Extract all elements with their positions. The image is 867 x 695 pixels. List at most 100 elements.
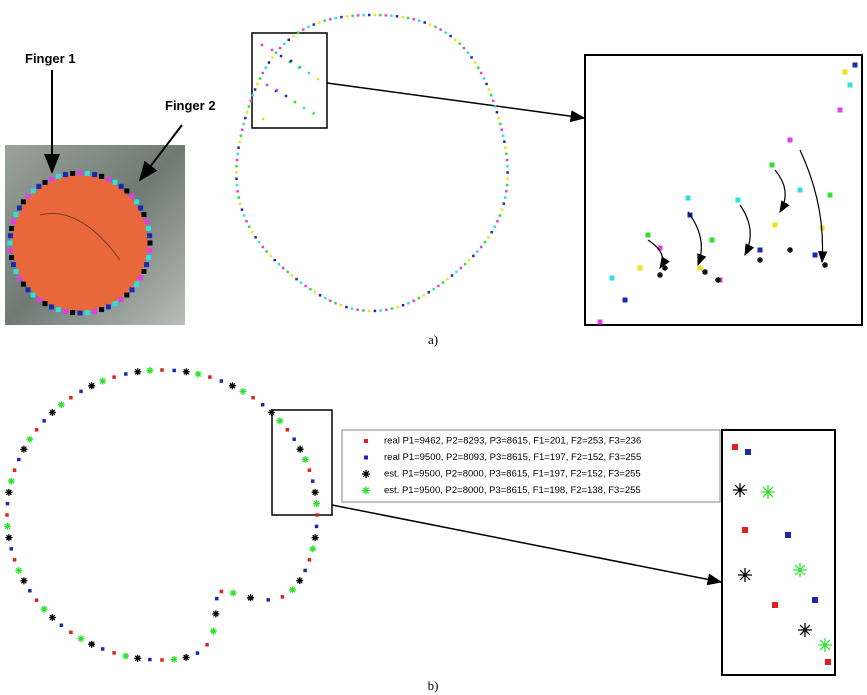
contour-point bbox=[146, 226, 151, 231]
contour-point bbox=[36, 184, 41, 189]
contour-point bbox=[451, 274, 454, 277]
contour-point bbox=[787, 247, 793, 253]
contour-point bbox=[262, 246, 265, 249]
contour-point bbox=[271, 56, 274, 59]
contour-point bbox=[43, 180, 48, 185]
contour-point bbox=[315, 513, 319, 517]
contour-point bbox=[446, 278, 449, 281]
contour-point bbox=[736, 198, 741, 203]
contour-point bbox=[5, 513, 9, 517]
contour-point bbox=[732, 444, 738, 450]
contour-point bbox=[148, 658, 152, 662]
contour-point bbox=[499, 214, 502, 217]
contour-point bbox=[265, 66, 268, 69]
contour-point bbox=[302, 28, 305, 31]
contour-point bbox=[442, 281, 445, 284]
contour-point bbox=[25, 287, 30, 292]
contour-point bbox=[244, 117, 247, 120]
contour-point bbox=[506, 159, 509, 162]
contour-point bbox=[41, 606, 48, 613]
contour-point bbox=[113, 301, 118, 306]
contour-point bbox=[340, 304, 343, 307]
contour-point bbox=[220, 590, 224, 594]
contour-point bbox=[313, 112, 316, 115]
contour-point bbox=[364, 439, 368, 443]
contour-point bbox=[351, 15, 354, 18]
contour-point bbox=[285, 95, 288, 98]
contour-point bbox=[798, 188, 803, 193]
contour-point bbox=[266, 598, 270, 602]
contour-point bbox=[236, 159, 239, 162]
contour-point bbox=[297, 31, 300, 33]
contour-point bbox=[798, 623, 812, 637]
contour-point bbox=[490, 231, 493, 234]
contour-point bbox=[307, 26, 310, 29]
contour-point bbox=[10, 547, 14, 551]
contour-point bbox=[183, 654, 190, 661]
contour-point bbox=[235, 165, 238, 168]
contour-point bbox=[146, 255, 151, 260]
contour-point bbox=[738, 568, 752, 582]
contour-point bbox=[646, 233, 651, 238]
contour-point bbox=[449, 35, 452, 38]
contour-point bbox=[35, 428, 39, 432]
contour-point bbox=[276, 89, 279, 92]
contour-point bbox=[141, 269, 146, 274]
contour-point bbox=[248, 105, 251, 108]
contour-point bbox=[300, 281, 303, 284]
arrow bbox=[332, 505, 721, 582]
contour-point bbox=[58, 401, 65, 408]
contour-point bbox=[146, 367, 153, 374]
contour-point bbox=[265, 250, 268, 253]
contour-point bbox=[79, 390, 83, 394]
contour-point bbox=[313, 500, 320, 507]
contour-point bbox=[112, 651, 116, 655]
contour-point bbox=[251, 231, 254, 234]
contour-point bbox=[269, 255, 272, 257]
legend-entry: real P1=9462, P2=8293, P3=8615, F1=201, … bbox=[384, 436, 641, 447]
contour-point bbox=[454, 39, 457, 42]
contour-point bbox=[134, 655, 141, 662]
contour-point bbox=[505, 153, 508, 156]
contour-point bbox=[245, 220, 248, 223]
contour-point bbox=[444, 31, 447, 33]
contour-point bbox=[710, 238, 715, 243]
contour-point bbox=[275, 51, 278, 54]
contour-point bbox=[484, 241, 487, 244]
caption: a) bbox=[428, 332, 438, 347]
contour-point bbox=[455, 271, 458, 274]
contour-point bbox=[119, 297, 124, 302]
contour-point bbox=[56, 174, 61, 179]
contour-point bbox=[251, 396, 255, 400]
contour-point bbox=[477, 66, 480, 69]
contour-point bbox=[235, 171, 238, 174]
contour-point bbox=[262, 118, 265, 121]
contour-point bbox=[323, 19, 326, 22]
contour-point bbox=[248, 226, 251, 229]
contour-point bbox=[474, 61, 477, 64]
contour-point bbox=[412, 300, 415, 303]
contour-point bbox=[838, 108, 843, 113]
contour-point bbox=[138, 206, 143, 211]
zoom-region bbox=[252, 33, 327, 128]
contour-point bbox=[78, 311, 83, 316]
contour-point bbox=[439, 28, 442, 31]
contour-point bbox=[8, 478, 15, 485]
contour-point bbox=[396, 306, 399, 309]
contour-point bbox=[205, 643, 209, 647]
contour-point bbox=[20, 446, 27, 453]
contour-point bbox=[785, 532, 791, 538]
contour-point bbox=[472, 255, 475, 257]
contour-point bbox=[63, 172, 68, 177]
contour-point bbox=[280, 55, 283, 58]
contour-point bbox=[368, 14, 371, 16]
contour-point bbox=[141, 212, 146, 217]
contour-point bbox=[31, 188, 36, 193]
contour-point bbox=[460, 267, 463, 270]
contour-point bbox=[147, 248, 152, 253]
contour-point bbox=[15, 567, 22, 574]
contour-point bbox=[494, 105, 497, 108]
legend-entry: real P1=9500, P2=8093, P3=8615, F1=197, … bbox=[384, 452, 641, 463]
contour-point bbox=[317, 78, 320, 81]
contour-point bbox=[312, 534, 319, 541]
